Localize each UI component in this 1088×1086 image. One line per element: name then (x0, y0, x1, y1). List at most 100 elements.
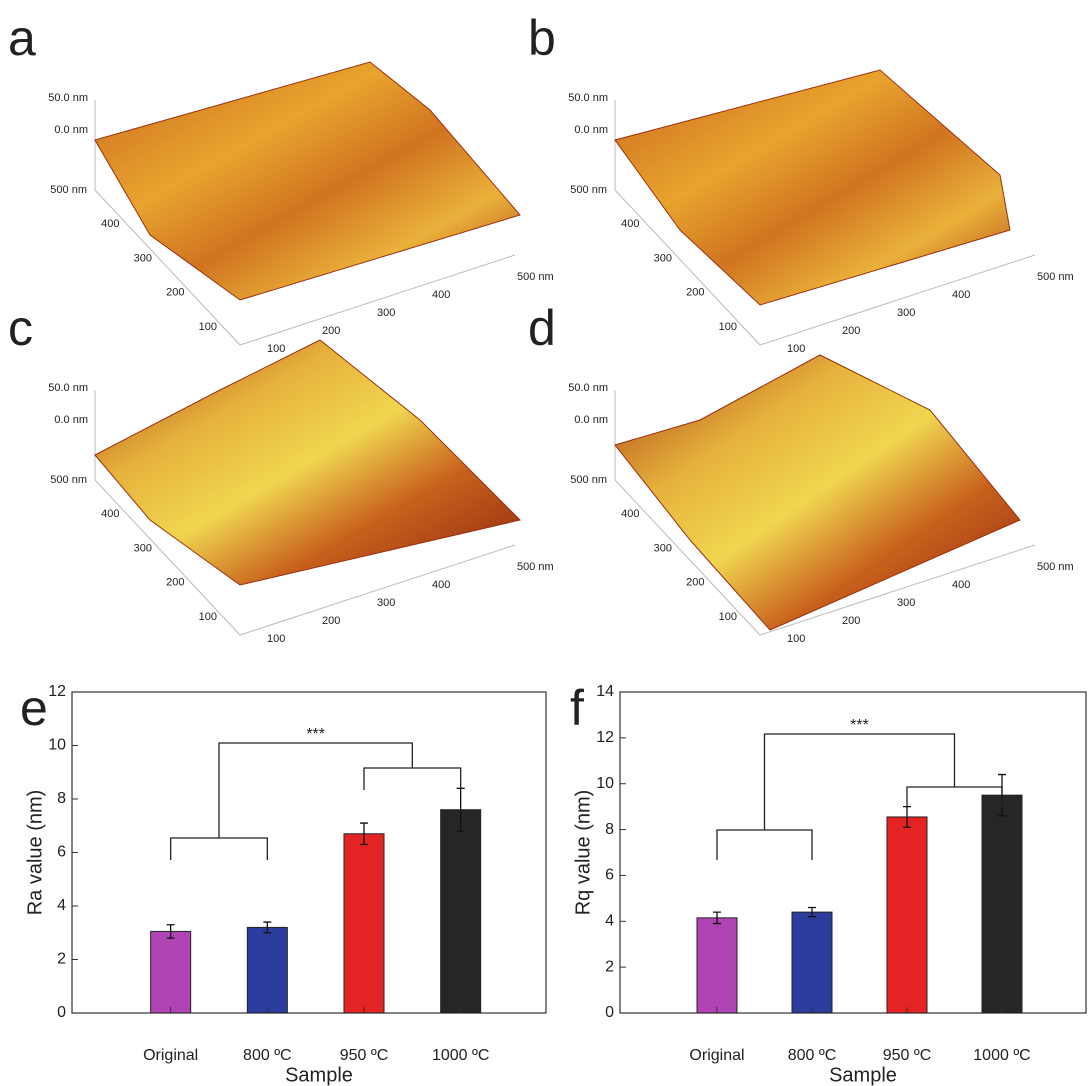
afm-y-label: 100 (199, 321, 217, 333)
afm-y-label: 200 (166, 577, 184, 589)
afm-x-label: 500 nm (517, 561, 554, 573)
panel-label: f (570, 680, 584, 736)
afm-z-label: 50.0 nm (568, 92, 608, 104)
afm-y-label: 100 (719, 611, 737, 623)
afm-y-label: 200 (166, 287, 184, 299)
bar (440, 809, 482, 1014)
bar (791, 911, 833, 1014)
error-bar (808, 906, 816, 918)
afm-z-label: 50.0 nm (48, 382, 88, 394)
afm-z-label: 0.0 nm (574, 414, 608, 426)
afm-x-label: 500 nm (1037, 271, 1074, 283)
y-tick-label: 12 (596, 729, 614, 746)
x-tick-label: 800 ºC (788, 1047, 837, 1064)
afm-y-label: 300 (134, 252, 152, 264)
x-tick-label: 950 ºC (340, 1047, 389, 1064)
afm-x-label: 500 nm (1037, 561, 1074, 573)
y-tick-label: 4 (605, 913, 614, 930)
afm-y-label: 400 (101, 508, 119, 520)
x-axis-label: Sample (829, 1064, 897, 1086)
panel-label: e (20, 680, 48, 736)
afm-y-label: 200 (686, 287, 704, 299)
x-tick-label: Original (689, 1047, 744, 1064)
afm-x-label: 200 (842, 325, 860, 337)
afm-y-label: 100 (199, 611, 217, 623)
error-bar (360, 822, 368, 846)
afm-z-label: 0.0 nm (54, 124, 88, 136)
afm-y-label: 300 (134, 542, 152, 554)
y-tick-label: 0 (605, 1004, 614, 1021)
afm-y-label: 100 (719, 321, 737, 333)
y-tick-label: 8 (605, 821, 614, 838)
y-tick-label: 8 (57, 790, 66, 807)
afm-axes (614, 390, 1036, 636)
afm-panel: b 50.0 nm 0.0 nm 500 nm 400 300 200 100 100 200 30… (528, 10, 1074, 355)
plot-frame (619, 691, 1087, 1014)
afm-z-label: 50.0 nm (48, 92, 88, 104)
panel-label: a (8, 10, 36, 66)
bracket (363, 767, 462, 790)
y-tick-label: 6 (605, 867, 614, 884)
bar (246, 926, 288, 1014)
y-axis-label: Ra value (nm) (24, 790, 46, 916)
significance: *** (850, 717, 869, 734)
afm-x-label: 300 (377, 597, 395, 609)
afm-surface (614, 69, 1011, 306)
bar (696, 917, 738, 1014)
afm-panel: c 50.0 nm 0.0 nm 500 nm 400 300 200 100 100 200 30… (8, 300, 554, 645)
afm-x-label: 400 (952, 579, 970, 591)
afm-x-label: 300 (897, 597, 915, 609)
afm-x-label: 100 (267, 343, 285, 355)
afm-surface (94, 61, 521, 301)
afm-surface (614, 354, 1021, 631)
afm-x-label: 400 (952, 289, 970, 301)
afm-x-label: 200 (322, 615, 340, 627)
y-tick-label: 2 (57, 951, 66, 968)
y-tick-label: 6 (57, 844, 66, 861)
afm-surface (94, 339, 521, 586)
afm-y-label: 300 (654, 252, 672, 264)
bracket (763, 733, 956, 830)
afm-x-label: 500 nm (517, 271, 554, 283)
panel-label: b (528, 10, 556, 66)
afm-axes (94, 100, 516, 346)
afm-panel: a 50.0 nm 0.0 nm 500 nm 400 300 200 100 100 200 30… (8, 10, 554, 355)
afm-x-label: 400 (432, 289, 450, 301)
x-tick-label: 1000 ºC (973, 1047, 1030, 1064)
afm-y-label: 500 nm (50, 474, 87, 486)
afm-y-label: 400 (101, 218, 119, 230)
afm-axes (614, 100, 1036, 346)
y-tick-label: 10 (48, 737, 66, 754)
error-bar (263, 921, 272, 934)
bar (150, 930, 192, 1014)
bar (981, 794, 1023, 1014)
error-bar (166, 924, 175, 939)
bracket (218, 742, 413, 838)
x-tick-label: 1000 ºC (432, 1047, 489, 1064)
afm-y-label: 400 (621, 508, 639, 520)
x-axis-label: Sample (285, 1064, 353, 1086)
afm-y-label: 200 (686, 577, 704, 589)
x-tick-label: 800 ºC (243, 1047, 292, 1064)
afm-z-label: 0.0 nm (54, 414, 88, 426)
afm-x-label: 200 (322, 325, 340, 337)
panel-label: c (8, 300, 33, 356)
afm-x-label: 200 (842, 615, 860, 627)
bracket (170, 837, 268, 860)
bracket (716, 829, 813, 860)
afm-x-label: 300 (897, 307, 915, 319)
afm-y-label: 500 nm (570, 474, 607, 486)
bar (886, 816, 928, 1014)
afm-axes (94, 390, 516, 636)
afm-x-label: 400 (432, 579, 450, 591)
y-axis-label: Rq value (nm) (572, 790, 594, 916)
afm-y-label: 500 nm (50, 184, 87, 196)
afm-y-label: 300 (654, 542, 672, 554)
significance: *** (306, 726, 325, 743)
x-tick-label: Original (143, 1047, 198, 1064)
afm-panel: d 50.0 nm 0.0 nm 500 nm 400 300 200 100 100 200 30… (528, 300, 1074, 645)
afm-x-label: 100 (787, 343, 805, 355)
y-tick-label: 2 (605, 958, 614, 975)
y-tick-label: 14 (596, 683, 614, 700)
